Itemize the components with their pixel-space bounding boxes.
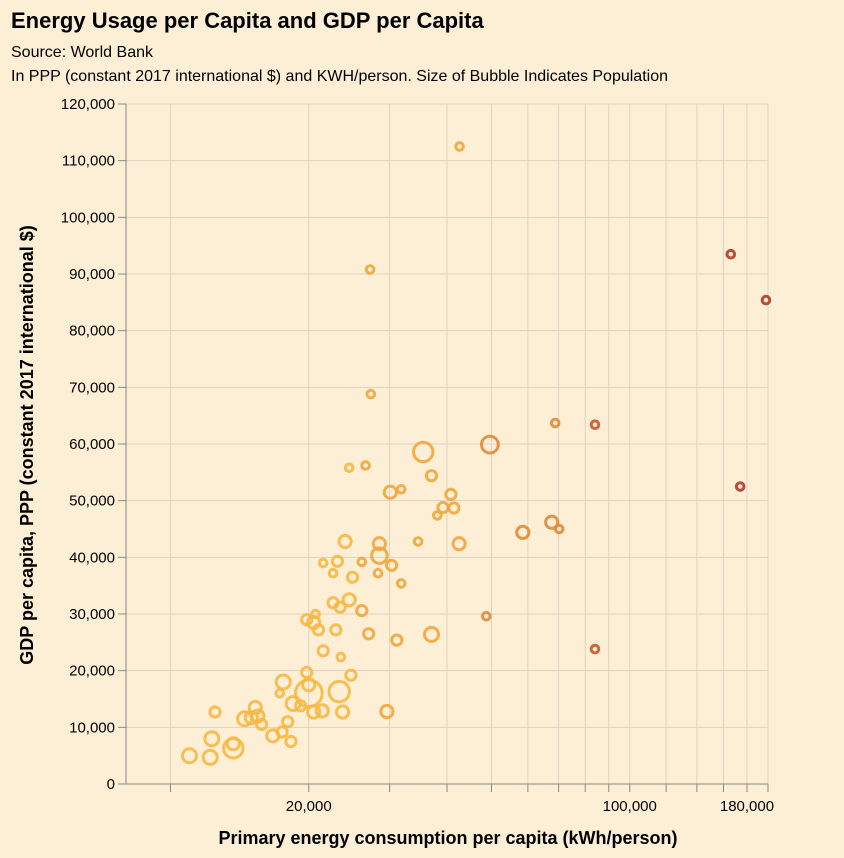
data-point xyxy=(412,440,435,464)
y-tick-label: 120,000 xyxy=(61,96,115,113)
data-point xyxy=(316,644,330,658)
data-point xyxy=(515,524,531,541)
data-point xyxy=(454,141,465,152)
data-point xyxy=(412,536,424,547)
data-point xyxy=(385,558,399,572)
y-tick-label: 60,000 xyxy=(69,436,115,453)
data-point xyxy=(310,608,321,620)
data-point xyxy=(284,734,298,749)
data-point xyxy=(451,536,467,552)
data-point xyxy=(382,484,398,500)
data-point xyxy=(247,699,263,716)
data-point xyxy=(330,554,345,568)
data-point xyxy=(306,704,322,720)
chart-subtitle-source: Source: World Bank xyxy=(11,44,154,61)
data-point xyxy=(395,484,407,495)
x-tick-label: 100,000 xyxy=(603,798,657,815)
x-tick-label: 20,000 xyxy=(286,798,332,815)
data-point xyxy=(274,688,286,699)
data-point xyxy=(343,462,355,474)
data-point xyxy=(481,611,492,622)
data-point xyxy=(365,388,377,400)
data-point xyxy=(181,747,198,765)
data-point xyxy=(589,419,601,431)
data-point xyxy=(760,294,772,306)
data-point xyxy=(390,633,404,647)
data-point xyxy=(356,556,368,568)
data-point xyxy=(314,703,330,719)
y-tick-label: 90,000 xyxy=(69,266,115,283)
data-point xyxy=(355,604,369,618)
y-tick-label: 10,000 xyxy=(69,719,115,736)
data-point xyxy=(549,417,561,429)
data-point xyxy=(379,703,395,720)
data-point xyxy=(447,501,461,515)
data-point xyxy=(300,665,314,680)
y-tick-label: 50,000 xyxy=(69,493,115,510)
data-point xyxy=(424,469,439,483)
data-point xyxy=(327,679,351,704)
data-point xyxy=(432,510,443,521)
data-point xyxy=(371,536,387,552)
data-point xyxy=(281,715,295,729)
data-point xyxy=(274,673,292,691)
chart-subtitle-description: In PPP (constant 2017 international $) a… xyxy=(11,68,668,85)
data-point xyxy=(423,625,440,643)
y-tick-label: 80,000 xyxy=(69,323,115,340)
data-point xyxy=(480,434,500,455)
data-point xyxy=(333,600,347,614)
data-point xyxy=(201,748,219,766)
data-point xyxy=(372,567,384,579)
data-point xyxy=(255,717,269,732)
data-point xyxy=(395,578,407,589)
data-point xyxy=(589,643,601,655)
data-point xyxy=(327,567,339,579)
y-tick-label: 30,000 xyxy=(69,606,115,623)
y-tick-label: 40,000 xyxy=(69,549,115,566)
data-point xyxy=(725,248,737,260)
data-point xyxy=(370,546,389,565)
x-axis-title: Primary energy consumption per capita (k… xyxy=(218,828,677,848)
data-point xyxy=(544,514,560,530)
data-point xyxy=(337,533,353,550)
grid xyxy=(126,103,769,785)
data-point xyxy=(311,623,326,637)
chart-title: Energy Usage per Capita and GDP per Capi… xyxy=(11,8,484,33)
data-point xyxy=(444,487,458,501)
data-point xyxy=(734,481,746,492)
y-tick-label: 70,000 xyxy=(69,379,115,396)
data-point xyxy=(317,557,329,569)
y-tick-label: 110,000 xyxy=(62,153,115,170)
data-point xyxy=(345,570,360,584)
data-point xyxy=(360,460,371,471)
data-point xyxy=(275,725,289,739)
data-point xyxy=(344,668,358,682)
data-point xyxy=(364,264,376,275)
y-tick-label: 100,000 xyxy=(61,209,115,226)
data-point xyxy=(208,705,222,719)
data-point xyxy=(329,623,343,637)
axes: 0 10,000 20,000 30,000 40,000 50,000 60,000 70,… xyxy=(61,96,774,815)
data-point xyxy=(203,730,221,748)
data-point xyxy=(362,627,376,641)
y-axis-title: GDP per capita, PPP (constant 2017 inter… xyxy=(17,225,37,664)
data-points xyxy=(181,141,772,766)
y-tick-label: 0 xyxy=(107,776,115,793)
x-tick-label: 180,000 xyxy=(720,798,774,815)
data-point xyxy=(335,651,347,663)
y-tick-label: 20,000 xyxy=(69,663,115,680)
data-point xyxy=(341,592,357,608)
data-point xyxy=(225,736,241,752)
data-point xyxy=(335,704,351,720)
data-point xyxy=(553,523,565,535)
